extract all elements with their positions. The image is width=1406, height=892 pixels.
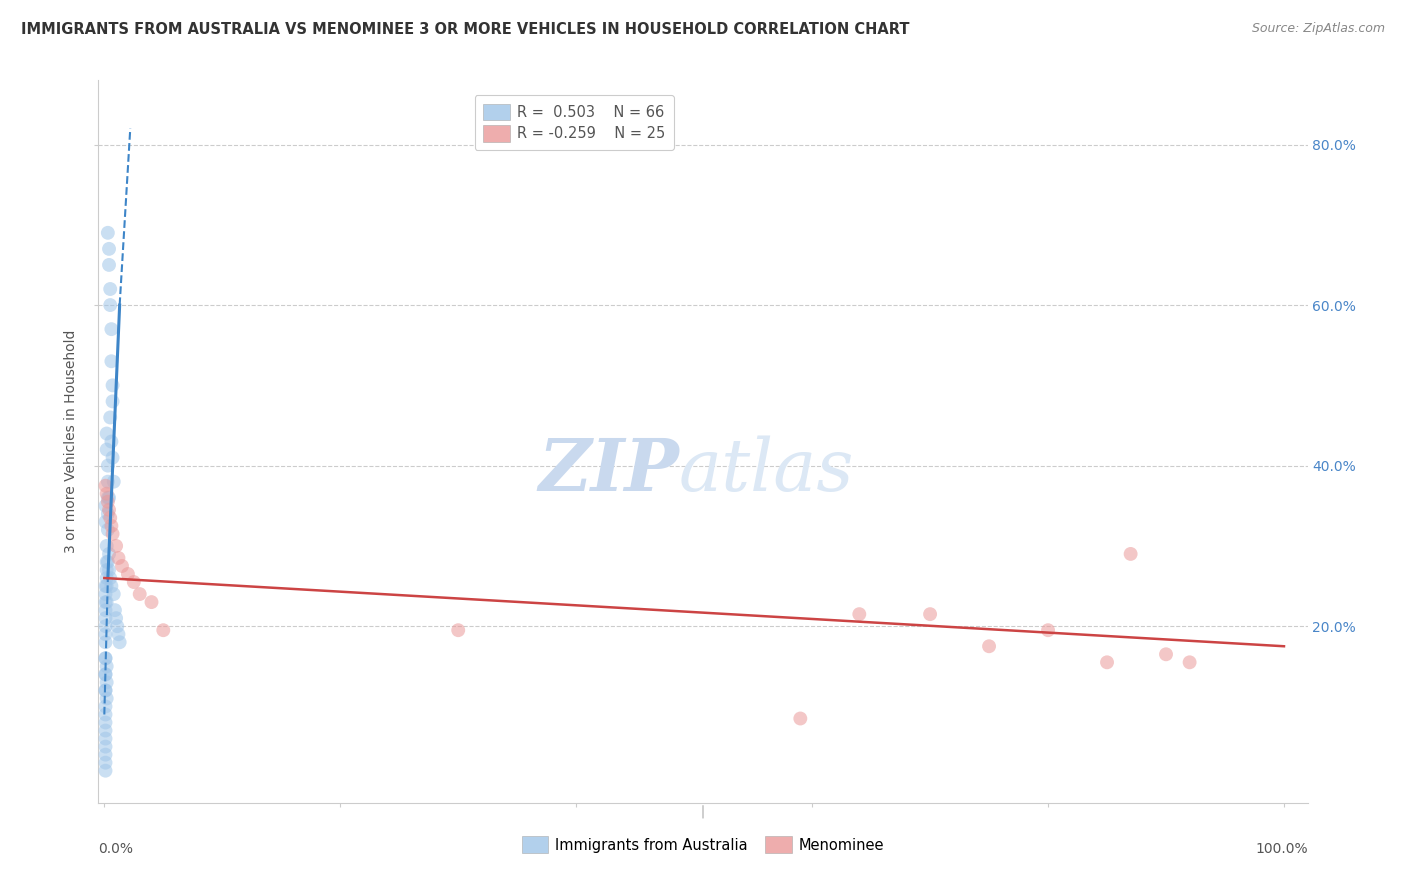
Point <box>98 502 121 516</box>
Text: atlas: atlas <box>679 435 855 506</box>
Point <box>103 475 125 489</box>
Point <box>447 623 470 637</box>
Point <box>94 715 117 730</box>
Point <box>98 547 121 561</box>
Point <box>152 623 174 637</box>
Point <box>107 627 129 641</box>
Point <box>97 494 120 508</box>
Point <box>94 595 117 609</box>
Point <box>94 587 117 601</box>
Point <box>105 619 128 633</box>
Text: Source: ZipAtlas.com: Source: ZipAtlas.com <box>1251 22 1385 36</box>
Point <box>94 747 117 762</box>
Point <box>128 587 150 601</box>
Point <box>97 507 120 521</box>
Point <box>101 526 124 541</box>
Point <box>100 354 122 368</box>
Point <box>94 723 117 738</box>
Point <box>94 627 117 641</box>
Point <box>94 635 117 649</box>
Text: ZIP: ZIP <box>538 435 679 506</box>
Point <box>97 491 120 505</box>
Point <box>122 574 145 589</box>
Point <box>97 555 120 569</box>
Point <box>94 478 117 492</box>
Point <box>107 551 129 566</box>
Point <box>1154 648 1177 662</box>
Point <box>96 675 118 690</box>
Point <box>101 378 124 392</box>
Point <box>94 699 117 714</box>
Point <box>98 491 121 505</box>
Point <box>96 579 118 593</box>
Point <box>789 712 811 726</box>
Point <box>1119 547 1142 561</box>
Point <box>108 635 131 649</box>
Point <box>94 756 117 770</box>
Point <box>97 226 120 240</box>
Point <box>96 595 118 609</box>
Point <box>94 683 117 698</box>
Point <box>94 611 117 625</box>
Point <box>100 518 122 533</box>
Point <box>94 603 117 617</box>
Point <box>105 611 128 625</box>
Point <box>94 707 117 722</box>
Point <box>100 322 122 336</box>
Point <box>117 567 139 582</box>
Point <box>94 651 117 665</box>
Point <box>94 683 117 698</box>
Point <box>101 394 124 409</box>
Point <box>97 523 120 537</box>
Point <box>141 595 163 609</box>
Point <box>104 603 127 617</box>
Point <box>100 434 122 449</box>
Point <box>97 458 120 473</box>
Point <box>94 764 117 778</box>
Point <box>920 607 942 621</box>
Point <box>94 667 117 681</box>
Point <box>1036 623 1059 637</box>
Point <box>96 691 118 706</box>
Point <box>848 607 870 621</box>
Point <box>105 539 128 553</box>
Legend: Immigrants from Australia, Menominee: Immigrants from Australia, Menominee <box>515 829 891 861</box>
Point <box>96 571 118 585</box>
Text: 100.0%: 100.0% <box>1256 842 1308 855</box>
Point <box>94 739 117 754</box>
Point <box>94 651 117 665</box>
Point <box>977 639 1000 653</box>
Point <box>1095 655 1118 669</box>
Point <box>94 619 117 633</box>
Point <box>101 450 124 465</box>
Point <box>111 558 134 573</box>
Point <box>94 579 117 593</box>
Point <box>96 487 118 501</box>
Point <box>100 579 122 593</box>
Point <box>98 298 121 312</box>
Point <box>96 555 118 569</box>
Text: 0.0%: 0.0% <box>98 842 134 855</box>
Point <box>94 499 117 513</box>
Text: IMMIGRANTS FROM AUSTRALIA VS MENOMINEE 3 OR MORE VEHICLES IN HOUSEHOLD CORRELATI: IMMIGRANTS FROM AUSTRALIA VS MENOMINEE 3… <box>21 22 910 37</box>
Point <box>94 667 117 681</box>
Y-axis label: 3 or more Vehicles in Household: 3 or more Vehicles in Household <box>65 330 79 553</box>
Point <box>98 571 121 585</box>
Point <box>98 410 121 425</box>
Point <box>96 539 118 553</box>
Point <box>96 426 118 441</box>
Point <box>97 475 120 489</box>
Point <box>98 510 121 524</box>
Point <box>94 731 117 746</box>
Point <box>98 242 121 256</box>
Point <box>1178 655 1201 669</box>
Point <box>103 587 125 601</box>
Point <box>94 515 117 529</box>
Point <box>96 659 118 673</box>
Point <box>98 282 121 296</box>
Point <box>96 563 118 577</box>
Point <box>98 258 121 272</box>
Point <box>96 442 118 457</box>
Point <box>98 563 121 577</box>
